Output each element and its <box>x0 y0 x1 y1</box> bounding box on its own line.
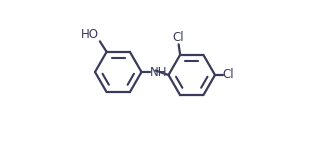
Text: HO: HO <box>80 28 98 41</box>
Text: Cl: Cl <box>173 31 184 44</box>
Text: NH: NH <box>150 66 168 79</box>
Text: Cl: Cl <box>223 69 235 81</box>
